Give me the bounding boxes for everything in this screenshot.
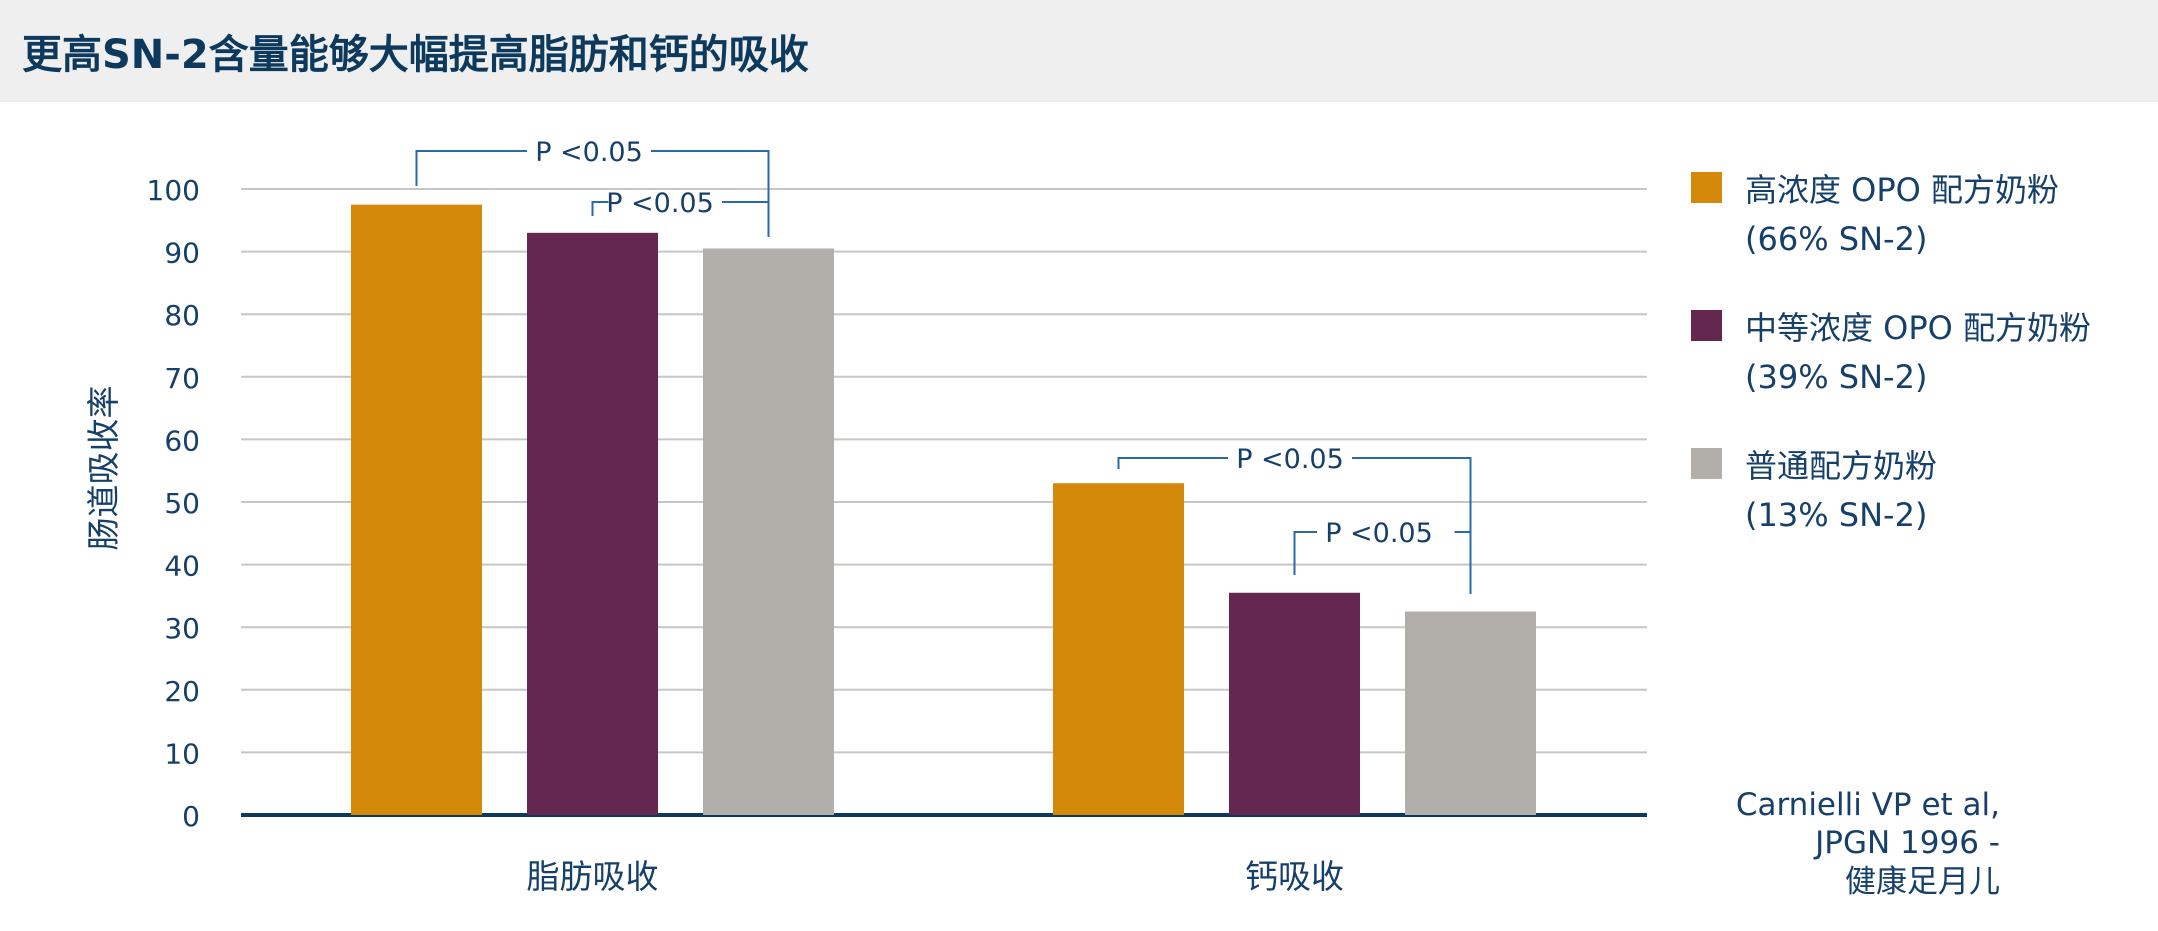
bar	[351, 204, 482, 815]
bar	[1405, 611, 1536, 815]
legend-sublabel: (66% SN-2)	[1745, 220, 1927, 258]
y-tick-label: 100	[147, 174, 200, 207]
significance-bracket-right	[651, 150, 770, 237]
significance-bracket-left	[1117, 457, 1228, 469]
p-value-label: P <0.05	[535, 137, 643, 168]
legend-label: 中等浓度 OPO 配方奶粉	[1745, 309, 2091, 347]
y-tick-label: 80	[164, 299, 200, 332]
legend-label: 高浓度 OPO 配方奶粉	[1745, 171, 2059, 209]
y-tick-label: 90	[164, 237, 200, 270]
legend-sublabel: (39% SN-2)	[1745, 358, 1927, 396]
p-value-label: P <0.05	[1236, 444, 1344, 475]
legend-sublabel: (13% SN-2)	[1745, 496, 1927, 534]
y-tick-label: 50	[164, 487, 200, 520]
source-line-3: 健康足月儿	[1845, 864, 2000, 900]
significance-bracket-right	[1352, 457, 1472, 594]
bar	[703, 248, 834, 816]
legend-swatch	[1691, 448, 1722, 479]
source-line-2: JPGN 1996 -	[1813, 825, 2000, 861]
bar	[1229, 592, 1360, 815]
x-category-label: 脂肪吸收	[527, 857, 659, 896]
y-tick-label: 70	[164, 362, 200, 395]
significance-bracket-left	[1293, 531, 1317, 575]
significance-bracket-left	[415, 150, 527, 186]
y-tick-label: 0	[182, 800, 200, 833]
legend-label: 普通配方奶粉	[1745, 447, 1937, 485]
bar	[527, 232, 658, 815]
legend-swatch	[1691, 172, 1722, 203]
chart-title: 更高SN-2含量能够大幅提高脂肪和钙的吸收	[22, 32, 809, 78]
significance-bracket-left	[591, 201, 609, 216]
p-value-label: P <0.05	[606, 188, 714, 219]
source-line-1: Carnielli VP et al,	[1736, 787, 2000, 823]
x-category-label: 钙吸收	[1245, 857, 1344, 896]
title-bar: 更高SN-2含量能够大幅提高脂肪和钙的吸收	[0, 0, 2158, 102]
p-value-label: P <0.05	[1325, 518, 1433, 549]
y-tick-label: 60	[164, 424, 200, 457]
bar	[1053, 483, 1184, 815]
y-tick-label: 10	[164, 737, 200, 770]
y-tick-label: 40	[164, 550, 200, 583]
y-tick-label: 20	[164, 675, 200, 708]
y-axis-label: 肠道吸收率	[84, 386, 123, 551]
legend-swatch	[1691, 310, 1722, 341]
y-tick-label: 30	[164, 612, 200, 645]
